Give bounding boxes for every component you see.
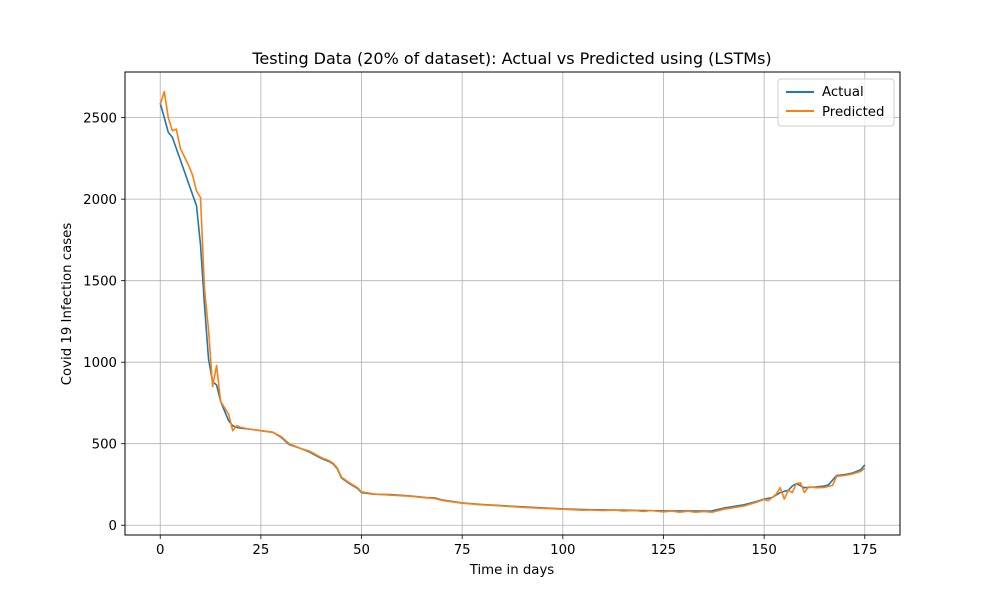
x-axis-ticks: 0 25 50 75 100 125 150 175	[156, 535, 877, 558]
y-tick-label: 0	[109, 519, 117, 534]
x-tick-label: 75	[454, 543, 471, 558]
x-tick-label: 100	[550, 543, 575, 558]
x-tick-label: 0	[156, 543, 164, 558]
y-axis-ticks: 0 500 1000 1500 2000 2500	[83, 112, 125, 534]
legend-actual-label: Actual	[822, 85, 864, 100]
chart-title: Testing Data (20% of dataset): Actual vs…	[251, 49, 771, 68]
legend: Actual Predicted	[777, 78, 895, 127]
x-tick-label: 25	[252, 543, 269, 558]
y-tick-label: 500	[92, 438, 117, 453]
y-axis-label: Covid 19 Infection cases	[60, 223, 75, 386]
series-line-predicted	[159, 90, 866, 513]
series-line-actual	[159, 102, 866, 512]
x-tick-label: 150	[751, 543, 776, 558]
plot-frame	[124, 71, 901, 536]
x-tick-label: 125	[651, 543, 676, 558]
y-tick-label: 1500	[83, 275, 117, 290]
x-tick-label: 50	[353, 543, 370, 558]
series-lines	[159, 90, 866, 513]
legend-predicted-label: Predicted	[822, 105, 884, 120]
y-tick-label: 2000	[83, 193, 117, 208]
legend-box	[777, 78, 895, 127]
y-tick-label: 2500	[83, 112, 117, 127]
y-tick-label: 1000	[83, 356, 117, 371]
x-tick-label: 175	[852, 543, 877, 558]
x-axis-label: Time in days	[469, 563, 555, 578]
gridlines	[125, 72, 900, 535]
